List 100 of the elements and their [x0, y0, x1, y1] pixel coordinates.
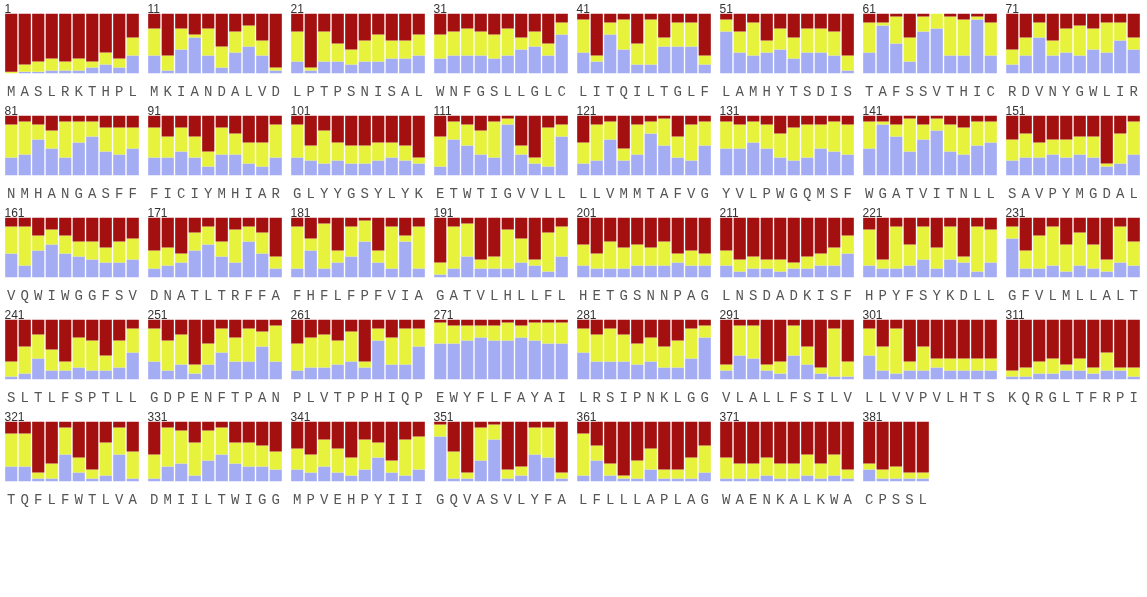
x-tick-label: Y [722, 185, 732, 202]
bar [188, 364, 201, 374]
x-tick-label: L [128, 389, 137, 406]
bar [291, 115, 304, 125]
x-tick-label: K [163, 83, 173, 100]
x-tick-label: Q [401, 389, 410, 406]
x-tick-label: L [1062, 389, 1071, 406]
x-tick-label: R [1008, 83, 1018, 100]
chart-title: 21 [290, 1, 305, 16]
bar [720, 457, 733, 479]
chart-title: 261 [290, 307, 311, 322]
x-tick-label: K [946, 287, 956, 304]
x-tick-label: F [544, 287, 553, 304]
chart-title: 311 [1005, 307, 1025, 322]
x-tick-label: T [449, 185, 458, 202]
x-tick-label: H [101, 83, 110, 100]
x-tick-label: G [700, 287, 709, 304]
x-tick-label: D [1021, 83, 1030, 100]
bar [5, 433, 18, 467]
bar [841, 319, 854, 362]
x-tick-label: M [816, 185, 825, 202]
x-tick-label: R [271, 185, 281, 202]
bar [148, 250, 161, 269]
x-tick-label: Y [530, 389, 540, 406]
bar [148, 13, 161, 29]
x-tick-label: G [700, 389, 709, 406]
x-tick-label: N [204, 83, 213, 100]
x-tick-label: C [177, 185, 186, 202]
x-tick-label: V [258, 83, 268, 100]
bar [863, 121, 876, 149]
bar [720, 265, 733, 278]
x-tick-label: H [231, 185, 240, 202]
x-tick-label: V [7, 287, 17, 304]
x-tick-label: A [646, 491, 656, 508]
x-tick-label: W [74, 491, 84, 508]
bar [269, 361, 282, 380]
x-tick-label: V [843, 389, 853, 406]
x-tick-label: H [579, 287, 588, 304]
x-tick-label: H [34, 185, 43, 202]
x-tick-label: L [517, 83, 526, 100]
bar [720, 364, 733, 371]
x-tick-label: M [749, 83, 758, 100]
bar [269, 319, 282, 326]
x-tick-label: A [88, 185, 98, 202]
x-tick-label: L [1048, 287, 1057, 304]
bar [1127, 115, 1140, 122]
x-tick-label: T [905, 185, 914, 202]
x-tick-label: I [490, 185, 499, 202]
bar [148, 421, 161, 455]
x-tick-label: S [34, 83, 43, 100]
chart-title: 121 [576, 103, 597, 118]
bar [5, 361, 18, 377]
bar [720, 31, 733, 74]
bar [863, 22, 876, 53]
x-tick-label: N [1048, 83, 1057, 100]
x-tick-label: Y [776, 83, 786, 100]
x-tick-label: V [320, 491, 330, 508]
bar [5, 466, 18, 482]
bar [720, 121, 733, 149]
x-tick-label: S [490, 491, 499, 508]
bar [412, 346, 425, 380]
x-tick-label: L [1102, 83, 1111, 100]
bar [126, 328, 139, 353]
x-tick-label: T [88, 491, 97, 508]
bar [555, 34, 568, 74]
bar [984, 217, 997, 230]
x-tick-label: G [619, 287, 628, 304]
bar [841, 13, 854, 56]
x-tick-label: S [115, 287, 124, 304]
x-tick-label: H [959, 389, 968, 406]
bar [577, 13, 590, 20]
bar [984, 358, 997, 371]
x-tick-label: I [244, 491, 253, 508]
bar [863, 13, 876, 23]
bar [863, 328, 876, 356]
x-tick-label: L [517, 491, 526, 508]
chart-title: 361 [576, 409, 597, 424]
x-tick-label: Y [892, 287, 902, 304]
x-tick-label: I [816, 287, 825, 304]
bar [515, 145, 528, 155]
x-tick-label: L [579, 389, 588, 406]
bar [841, 115, 854, 125]
x-tick-label: E [333, 491, 342, 508]
bar [984, 22, 997, 56]
x-tick-label: F [244, 287, 253, 304]
bar [1006, 319, 1019, 371]
x-tick-label: L [973, 185, 982, 202]
bar [555, 22, 568, 35]
chart-title: 141 [862, 103, 883, 118]
x-tick-label: A [517, 389, 527, 406]
bar [412, 421, 425, 437]
bar [590, 55, 603, 62]
x-tick-label: Q [449, 491, 458, 508]
bar [841, 469, 854, 479]
x-tick-label: F [347, 287, 356, 304]
bar [555, 472, 568, 479]
x-tick-label: S [387, 83, 396, 100]
x-tick-label: V [919, 185, 929, 202]
bar [1006, 115, 1019, 140]
x-tick-label: P [414, 389, 423, 406]
